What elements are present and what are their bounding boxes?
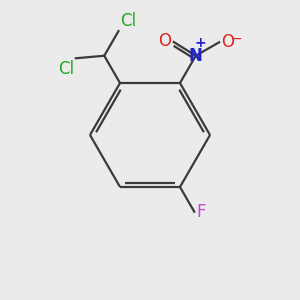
Text: F: F [197, 202, 206, 220]
Text: Cl: Cl [120, 12, 136, 30]
Text: −: − [230, 32, 242, 46]
Text: O: O [158, 32, 171, 50]
Text: N: N [189, 47, 203, 65]
Text: +: + [194, 36, 206, 50]
Text: Cl: Cl [58, 60, 74, 78]
Text: O: O [220, 33, 234, 51]
